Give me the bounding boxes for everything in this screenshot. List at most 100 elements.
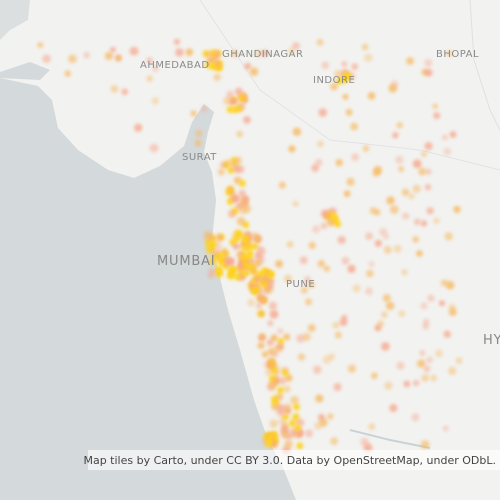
heat-dot [366,269,374,278]
heat-dot [245,253,253,261]
heat-dot [129,46,139,56]
heat-dot [283,385,291,393]
heat-dot [412,184,421,193]
heat-dot [152,65,159,72]
heat-dot [249,67,259,77]
heat-dot [372,168,381,177]
heat-dot [121,88,129,96]
heat-dot [416,250,423,257]
heat-dot [146,75,153,82]
heat-dot [241,269,249,277]
heat-dot [194,139,202,147]
heat-dot [218,259,226,267]
heat-dot [382,293,391,303]
heat-dot [204,50,213,59]
heat-dot [292,127,302,137]
heat-dot [253,259,262,268]
heat-dot [335,158,343,167]
heat-dot [347,364,357,373]
heat-dot [263,360,273,370]
heat-dot [238,179,246,187]
heat-dot [455,357,463,365]
heat-dot [267,348,276,356]
city-label: SURAT [182,152,217,163]
heat-dot [231,161,239,169]
heat-dot [425,68,433,77]
heat-dot [277,386,285,394]
heat-dot [365,232,374,241]
heat-dot [234,229,242,237]
heat-dot [440,279,448,287]
heat-dot [346,177,355,187]
heat-dot [243,116,251,124]
heat-dot [435,349,443,358]
heat-dot [272,377,280,384]
heat-dot [315,394,324,403]
heat-dot [331,214,339,222]
heat-dot [296,334,305,343]
heat-dot [334,70,343,79]
heat-dot [334,331,342,339]
heat-dot [232,243,239,250]
city-label: MUMBAI [157,254,215,269]
heat-dot [109,46,116,53]
heat-dot [217,168,225,176]
heat-dot [342,93,349,100]
rann [0,0,30,40]
heat-dot [227,209,237,218]
heat-dot [412,379,420,387]
heat-dot [395,155,404,165]
heat-dot [238,189,247,198]
attribution-bg [88,450,500,470]
heat-dot [371,372,378,380]
heat-dot [209,63,217,71]
heat-dot [284,440,293,449]
city-label: AHMEDABAD [140,60,210,71]
heat-dot [275,392,284,401]
heat-dot [420,151,428,158]
heat-dot [307,323,316,332]
heat-dot [304,276,311,283]
heat-dot [424,58,433,68]
heat-dot [320,209,330,219]
heat-dot [277,327,284,335]
heat-dot [281,430,290,439]
labels: GHANDINAGAR AHMEDABAD BHOPAL INDORE SURA… [140,49,500,348]
heat-dot [304,429,314,438]
heat-dot [364,53,373,63]
heat-dot [396,361,405,370]
heat-dot [383,233,390,240]
heat-dot [365,287,373,296]
heat-dot [259,274,269,284]
heat-dot [206,57,214,64]
heat-dot [351,63,359,71]
heat-dot [216,252,224,260]
heat-dot [347,264,356,274]
heat-dot [200,105,208,113]
heat-dot [393,244,402,253]
heat-dot [430,374,437,382]
heat-dot [425,168,432,175]
heat-dot [444,232,453,241]
heat-dot [268,301,278,310]
heat-dot [311,164,320,172]
heat-dot [352,284,361,293]
heat-dot [362,145,370,153]
heat-dot [438,300,446,307]
heat-dot [203,231,213,241]
heat-dot [236,202,243,210]
heat-dot [247,298,255,307]
heat-dot [264,440,272,448]
border [199,0,500,171]
heat-dot [283,333,291,341]
heat-dot [292,200,299,207]
heat-dot [252,232,259,239]
heat-dot [369,207,377,215]
heat-dot [237,265,244,272]
heat-dot [149,143,159,153]
heat-dot [427,294,435,302]
heat-dot [290,395,299,405]
heat-dot [316,38,324,46]
heat-dot [283,403,292,412]
heat-dot [278,181,286,189]
